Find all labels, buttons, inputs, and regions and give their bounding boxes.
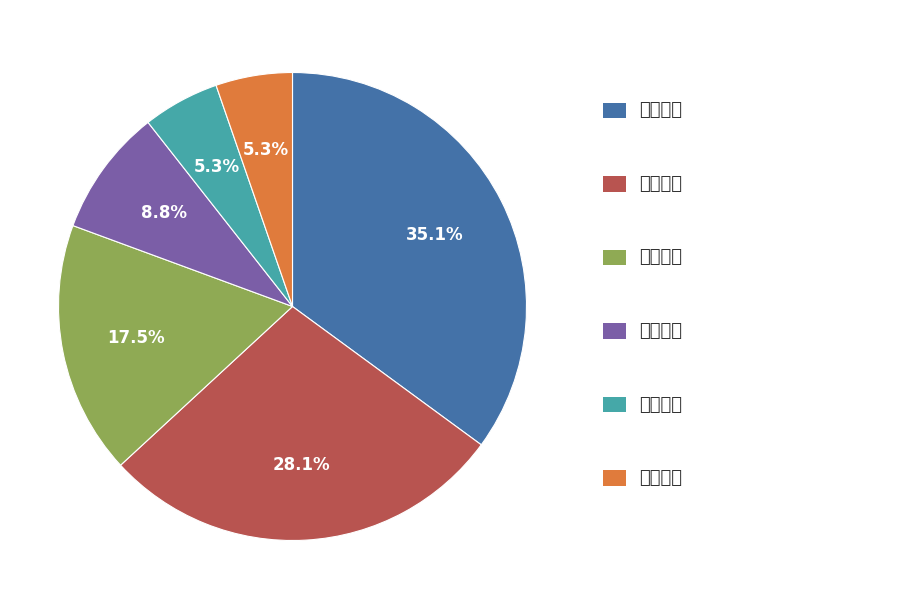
Text: 西北地区: 西北地区 [639,469,682,487]
Wedge shape [121,306,482,541]
Text: 华北地区: 华北地区 [639,322,682,340]
Wedge shape [216,72,292,306]
Text: 28.1%: 28.1% [273,456,330,474]
Text: 华南地区: 华南地区 [639,248,682,267]
Wedge shape [58,226,292,465]
Text: 8.8%: 8.8% [141,204,187,222]
Wedge shape [73,123,292,306]
Text: 华中地区: 华中地区 [639,175,682,193]
Text: 35.1%: 35.1% [406,226,464,243]
Wedge shape [292,72,526,445]
Wedge shape [148,85,292,306]
Text: 华东地区: 华东地区 [639,101,682,120]
Text: 5.3%: 5.3% [194,158,239,176]
Text: 17.5%: 17.5% [108,329,166,346]
Text: 5.3%: 5.3% [243,140,289,159]
Text: 东北地区: 东北地区 [639,395,682,414]
